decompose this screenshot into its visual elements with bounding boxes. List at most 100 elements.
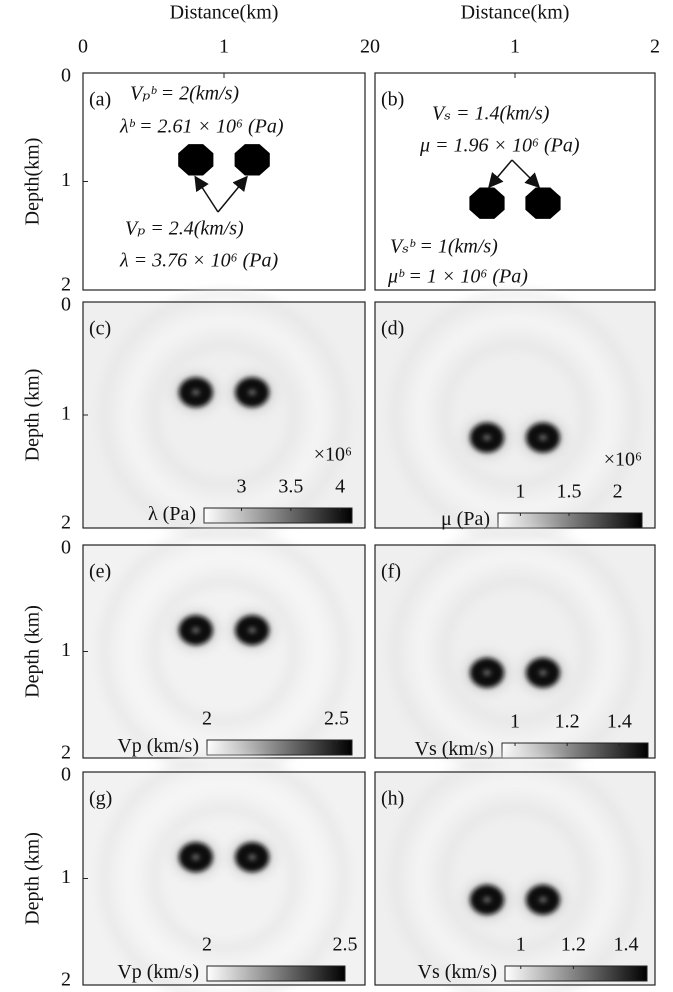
- colorbar: [504, 965, 648, 982]
- colorbar-tick-label: 1: [510, 711, 520, 733]
- anomaly: [469, 187, 505, 219]
- ripple: [417, 317, 613, 513]
- y-axis-label: Depth (km): [22, 605, 44, 698]
- colorbar-label: Vs (km/s): [415, 738, 494, 760]
- annotation: μ = 1.96 × 10⁶ (Pa): [419, 135, 580, 157]
- anomaly: [465, 880, 509, 919]
- x-tick-label: 2: [650, 36, 660, 58]
- axes-frame: [374, 771, 656, 986]
- colorbar-tick-label: 1: [516, 934, 526, 956]
- arrows: [194, 159, 541, 213]
- panel-label: (d): [381, 318, 404, 340]
- anomaly: [173, 611, 218, 650]
- y-tick-label: 1: [61, 403, 71, 425]
- colorbar-multiplier: ×10⁶: [604, 449, 642, 471]
- annotation: Vₚ = 2.4(km/s): [125, 218, 244, 240]
- panel-label: (e): [89, 561, 111, 583]
- panel-label: (f): [381, 561, 401, 583]
- colorbar-label: Vs (km/s): [418, 961, 497, 983]
- annotation: μᵇ = 1 × 10⁶ (Pa): [387, 266, 528, 288]
- anomaly-core: [248, 389, 257, 396]
- panel-label: (b): [381, 89, 404, 111]
- image-background: [83, 302, 365, 528]
- colorbar-tick-label: 1.5: [557, 481, 582, 503]
- anomaly: [173, 373, 218, 412]
- panel-label: (h): [381, 788, 404, 810]
- colorbar-tick-label: 2: [202, 708, 212, 730]
- colorbar-tick-label: 2: [202, 934, 212, 956]
- x-axis-label: Distance(km): [170, 2, 279, 24]
- colorbar-tick-label: 1.4: [607, 711, 632, 733]
- y-tick-label: 2: [61, 742, 71, 764]
- anomaly: [234, 144, 270, 176]
- y-axis-label: Depth (km): [22, 832, 44, 925]
- anomaly: [521, 418, 565, 457]
- anomaly-core: [248, 854, 257, 861]
- anomaly: [465, 418, 509, 457]
- anomaly: [173, 838, 218, 877]
- ripple: [151, 578, 297, 725]
- image-background: [83, 545, 365, 758]
- x-tick-label: 2: [360, 36, 370, 58]
- colorbar-label: μ (Pa): [441, 508, 490, 530]
- image-background: [83, 772, 365, 985]
- anomaly: [521, 880, 565, 919]
- anomaly: [230, 611, 275, 650]
- anomaly-core: [539, 896, 547, 903]
- ripple: [442, 578, 588, 725]
- colorbar: [206, 739, 353, 756]
- annotation: Vₛᵇ = 1(km/s): [390, 236, 498, 258]
- colorbar-label: Vp (km/s): [117, 735, 199, 757]
- anomaly: [521, 653, 565, 692]
- y-axis-label: Depth(km): [22, 138, 44, 226]
- ripple: [392, 755, 638, 992]
- colorbar-tick-label: 2.5: [324, 708, 349, 730]
- x-tick-label: 0: [370, 36, 380, 58]
- y-tick-label: 1: [61, 866, 71, 888]
- anomaly-core: [539, 669, 547, 676]
- anomaly-core: [483, 669, 491, 676]
- ripple: [151, 805, 297, 952]
- colorbar-multiplier: ×10⁶: [314, 444, 352, 466]
- colorbar: [497, 512, 643, 529]
- x-tick-label: 0: [78, 36, 88, 58]
- anomaly-core: [483, 896, 491, 903]
- y-tick-label: 0: [61, 764, 71, 786]
- panel-label: (g): [89, 788, 112, 810]
- y-tick-label: 2: [61, 512, 71, 534]
- y-tick-label: 1: [61, 639, 71, 661]
- ripple: [151, 342, 297, 488]
- colorbar-tick-label: 1: [515, 481, 525, 503]
- y-tick-label: 2: [61, 969, 71, 991]
- annotation: λ = 3.76 × 10⁶ (Pa): [119, 250, 278, 272]
- colorbar-tick-label: 1.2: [561, 934, 586, 956]
- colorbar-tick-label: 2.5: [333, 934, 358, 956]
- anomaly: [465, 653, 509, 692]
- colorbar-tick-label: 2: [613, 481, 623, 503]
- y-tick-label: 2: [61, 274, 71, 296]
- y-tick-label: 0: [61, 65, 71, 87]
- x-axis-label: Distance(km): [461, 2, 570, 24]
- colorbar: [501, 742, 649, 759]
- anomaly-core: [539, 434, 547, 441]
- anomaly: [230, 373, 275, 412]
- ripple: [442, 342, 588, 488]
- y-tick-label: 0: [61, 537, 71, 559]
- y-tick-label: 0: [61, 294, 71, 316]
- ripple: [101, 292, 347, 538]
- panel-label: (a): [89, 89, 111, 111]
- colorbar-tick-label: 1.4: [613, 934, 638, 956]
- colorbar-tick-label: 3: [236, 476, 246, 498]
- colorbar-tick-label: 1.2: [555, 711, 580, 733]
- anomaly-core: [191, 627, 200, 634]
- x-tick-label: 1: [219, 36, 229, 58]
- annotation: λᵇ = 2.61 × 10⁶ (Pa): [119, 116, 284, 138]
- anomaly: [178, 144, 214, 176]
- annotation: Vₛ = 1.4(km/s): [432, 103, 550, 125]
- colorbar-tick-label: 4: [335, 476, 345, 498]
- image-background: [375, 73, 655, 290]
- colorbar: [206, 965, 346, 982]
- colorbar: [203, 507, 353, 524]
- ripple: [392, 292, 638, 538]
- panel-label: (c): [89, 318, 111, 340]
